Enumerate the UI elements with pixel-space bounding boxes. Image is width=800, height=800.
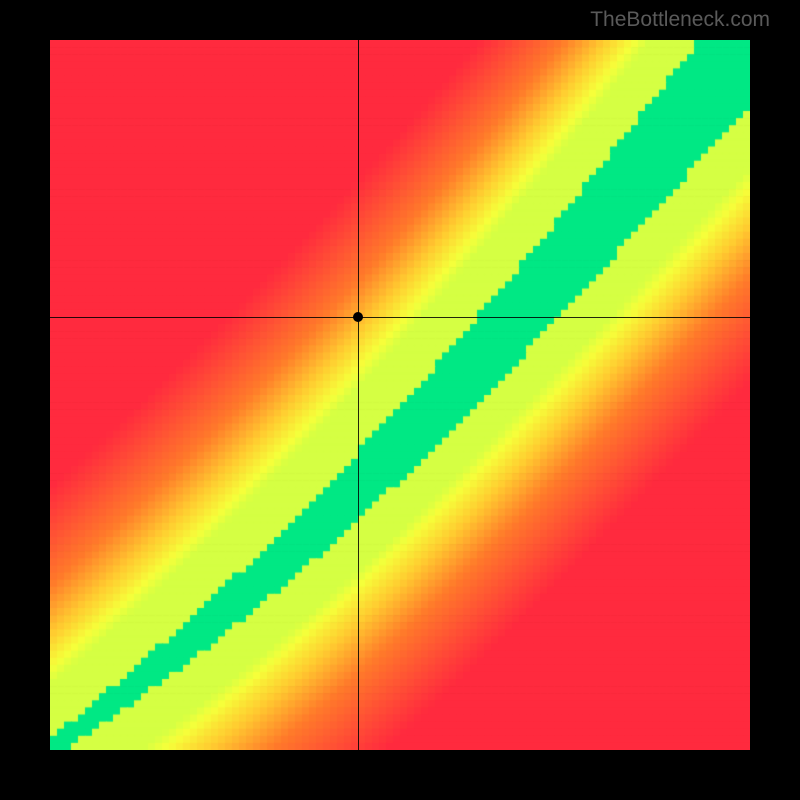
crosshair-vertical (358, 40, 359, 750)
watermark-text: TheBottleneck.com (590, 8, 770, 32)
marker-dot (353, 312, 363, 322)
chart-container: TheBottleneck.com (0, 0, 800, 800)
crosshair-horizontal (50, 317, 750, 318)
plot-area (50, 40, 750, 750)
heatmap-canvas (50, 40, 750, 750)
